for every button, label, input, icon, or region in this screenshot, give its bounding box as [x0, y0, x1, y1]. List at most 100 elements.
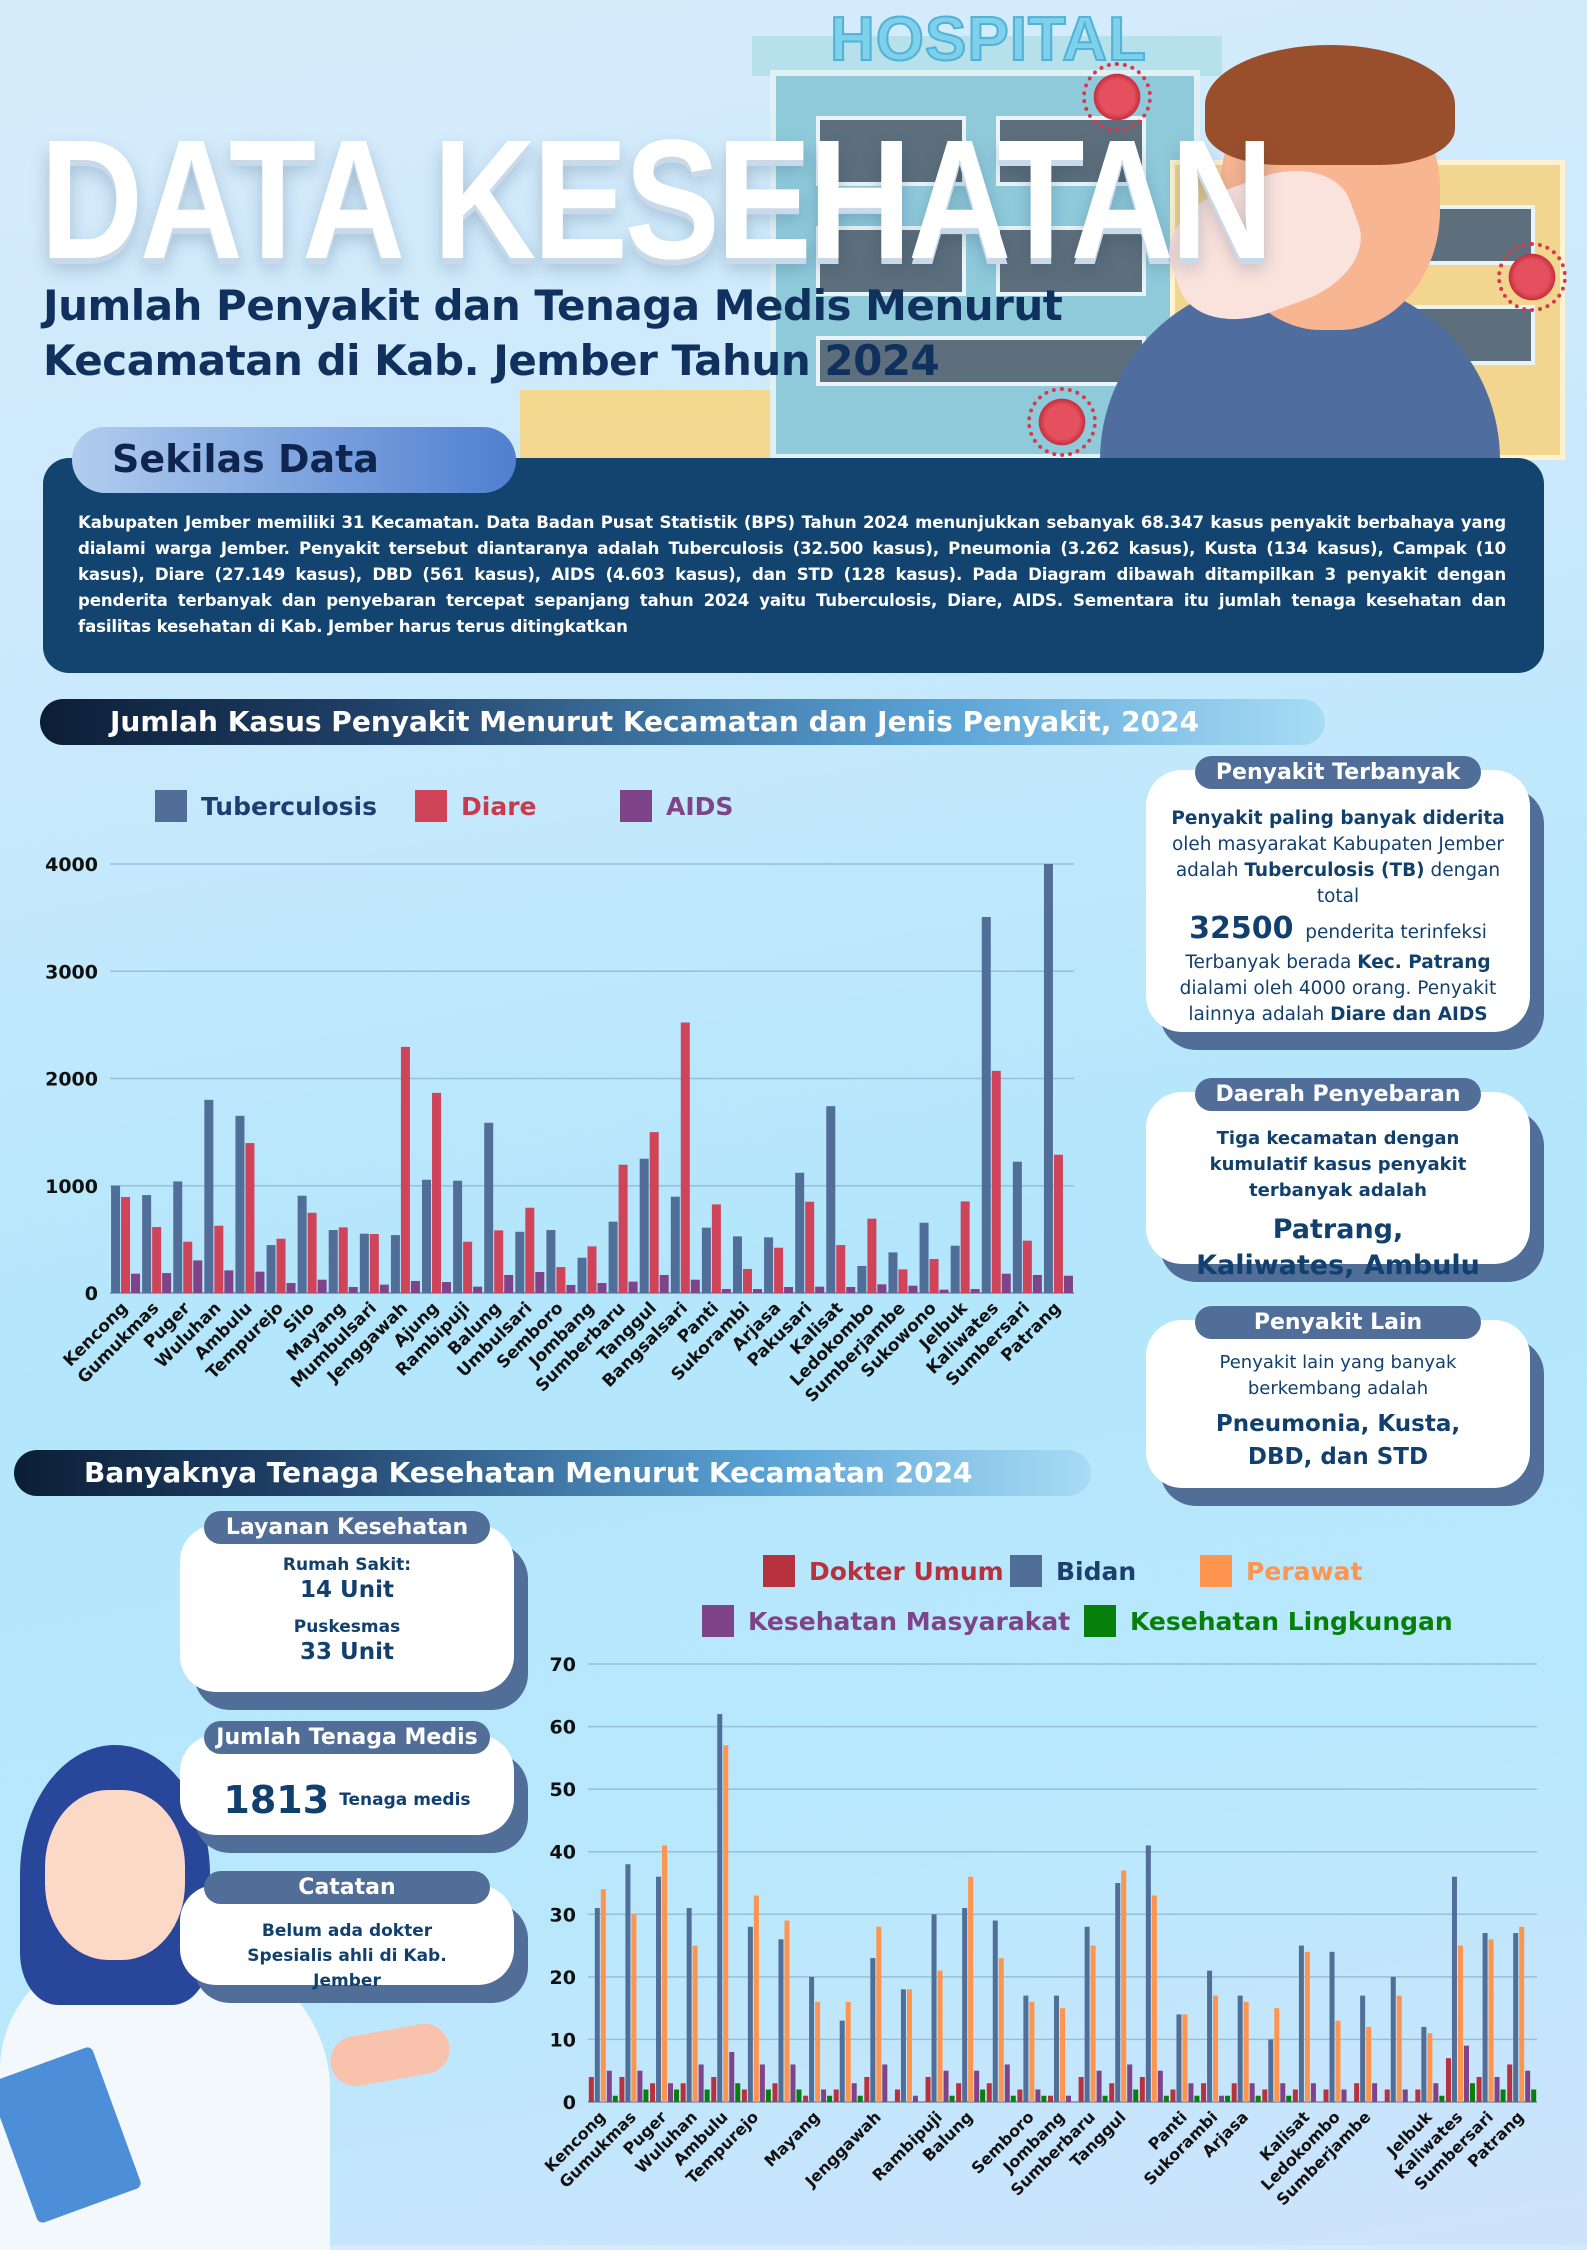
text: Tuberculosis (TB) — [1244, 860, 1425, 881]
bar-dokter-umum — [925, 2076, 931, 2102]
bar-perawat — [1366, 2026, 1372, 2102]
bar-tuberculosis — [577, 1257, 587, 1293]
bar-kesehatan-masyarakat — [1372, 2083, 1378, 2102]
bar-kesehatan-lingkungan — [949, 2095, 955, 2102]
bar-aids — [504, 1274, 514, 1293]
bar-bidan — [1329, 1951, 1335, 2102]
y-tick-label: 0 — [563, 2092, 576, 2114]
bar-dokter-umum — [588, 2076, 594, 2102]
bar-kesehatan-masyarakat — [759, 2064, 765, 2102]
bar-diare — [245, 1143, 255, 1293]
hospital-sign: HOSPITAL — [829, 4, 1147, 75]
summary-panel — [43, 458, 1544, 673]
bar-kesehatan-lingkungan — [796, 2089, 802, 2102]
bar-tuberculosis — [515, 1231, 525, 1293]
disease-bar-chart: 01000200030004000KencongGumukmasPugerWul… — [45, 854, 1074, 1406]
bar-diare — [711, 1204, 721, 1293]
legend-swatch — [1200, 1555, 1232, 1587]
virus-icon — [1082, 62, 1152, 132]
y-tick-label: 70 — [550, 1654, 576, 1676]
bar-bidan — [747, 1926, 753, 2102]
y-tick-label: 30 — [550, 1904, 576, 1926]
page-title: DATA KESEHATAN — [40, 105, 1274, 295]
bar-kesehatan-masyarakat — [1494, 2076, 1500, 2102]
bar-dokter-umum — [741, 2089, 747, 2102]
bar-perawat — [1182, 2014, 1188, 2102]
bar-kesehatan-lingkungan — [1439, 2095, 1445, 2102]
bar-aids — [193, 1260, 203, 1293]
bar-diare — [494, 1230, 504, 1293]
card-tag: Penyakit Terbanyak — [1195, 756, 1481, 789]
text: Puskesmas — [293, 1617, 401, 1637]
bar-diare — [742, 1268, 752, 1293]
bar-dokter-umum — [680, 2083, 686, 2102]
bar-diare — [618, 1164, 628, 1293]
legend-label: Dokter Umum — [809, 1556, 1004, 1586]
bar-bidan — [656, 1876, 662, 2102]
bar-aids — [752, 1289, 762, 1293]
bar-dokter-umum — [1507, 2064, 1513, 2102]
bar-bidan — [962, 1908, 968, 2102]
bar-bidan — [594, 1908, 600, 2102]
bar-dokter-umum — [894, 2089, 900, 2102]
bar-kesehatan-lingkungan — [612, 2095, 618, 2102]
y-tick-label: 40 — [550, 1842, 576, 1864]
hospital-roof — [752, 36, 1222, 76]
virus-icon — [1027, 387, 1097, 457]
legend-swatch — [1084, 1605, 1116, 1637]
bar-kesehatan-masyarakat — [974, 2070, 980, 2102]
bar-kesehatan-lingkungan — [1255, 2095, 1261, 2102]
bar-dokter-umum — [864, 2076, 870, 2102]
bar-aids — [566, 1284, 576, 1293]
bar-kesehatan-masyarakat — [1004, 2064, 1010, 2102]
bar-dokter-umum — [1017, 2089, 1023, 2102]
bar-bidan — [870, 1958, 876, 2102]
highlight: Pneumonia, Kusta, DBD, dan STD — [1215, 1411, 1461, 1470]
bar-aids — [286, 1283, 296, 1293]
bar-kesehatan-masyarakat — [1433, 2083, 1439, 2102]
bar-tuberculosis — [981, 916, 991, 1293]
bar-kesehatan-masyarakat — [637, 2070, 643, 2102]
bar-diare — [338, 1227, 348, 1293]
bar-kesehatan-lingkungan — [1133, 2089, 1139, 2102]
bar-dokter-umum — [1139, 2076, 1145, 2102]
bar-tuberculosis — [639, 1158, 649, 1293]
bar-aids — [1001, 1273, 1011, 1293]
bar-diare — [276, 1238, 286, 1293]
highlight: Patrang, Kaliwates, Ambulu — [1196, 1214, 1480, 1281]
bar-dokter-umum — [1292, 2089, 1298, 2102]
nurse-hand — [326, 2019, 454, 2091]
bar-bidan — [1084, 1926, 1090, 2102]
bar-perawat — [906, 1989, 912, 2102]
section-header-health-workers: Banyaknya Tenaga Kesehatan Menurut Kecam… — [14, 1450, 1091, 1496]
bar-diare — [432, 1092, 442, 1293]
bar-bidan — [931, 1914, 937, 2102]
legend-swatch — [620, 790, 652, 822]
bar-perawat — [631, 1914, 637, 2102]
nurse-face — [45, 1790, 185, 1960]
x-tick-label: Mayang — [760, 2107, 823, 2170]
bar-dokter-umum — [1323, 2089, 1329, 2102]
text: dengan total — [1316, 860, 1501, 907]
bar-aids — [535, 1271, 545, 1293]
bar-perawat — [1274, 2008, 1280, 2102]
bar-dokter-umum — [711, 2076, 717, 2102]
bar-tuberculosis — [608, 1221, 618, 1293]
bar-dokter-umum — [986, 2083, 992, 2102]
bar-dokter-umum — [772, 2083, 778, 2102]
puskesmas-count: 33 Unit — [300, 1639, 394, 1665]
bar-diare — [1022, 1240, 1032, 1293]
y-tick-label: 1000 — [45, 1176, 98, 1198]
bar-bidan — [900, 1989, 906, 2102]
bar-diare — [960, 1201, 970, 1293]
bar-aids — [379, 1284, 389, 1293]
bar-tuberculosis — [235, 1115, 245, 1293]
bar-perawat — [1029, 2001, 1035, 2102]
card-tenaga-medis: 1813 Tenaga medis Jumlah Tenaga Medis — [180, 1721, 528, 1853]
bar-diare — [400, 1046, 410, 1293]
bar-diare — [525, 1207, 535, 1293]
bar-perawat — [815, 2001, 821, 2102]
bar-kesehatan-lingkungan — [735, 2083, 741, 2102]
bar-tuberculosis — [390, 1235, 400, 1293]
bar-aids — [410, 1280, 420, 1293]
